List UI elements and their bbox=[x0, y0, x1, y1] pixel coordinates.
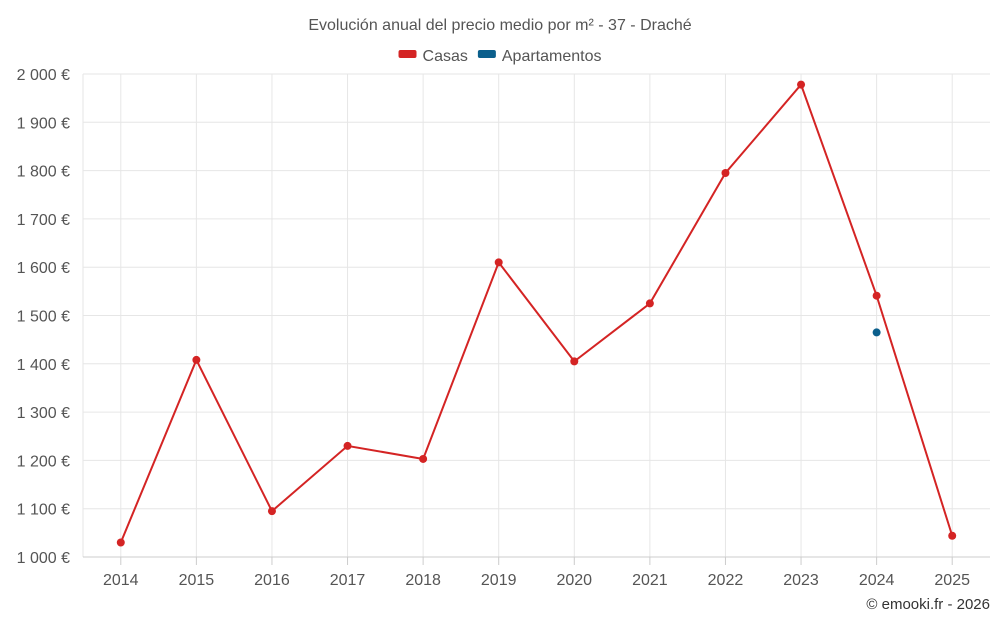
x-tick-label: 2025 bbox=[934, 572, 970, 589]
y-tick-label: 1 500 € bbox=[17, 309, 70, 326]
legend-swatch bbox=[477, 50, 496, 58]
y-tick-label: 1 700 € bbox=[17, 212, 70, 229]
x-tick-label: 2020 bbox=[556, 572, 592, 589]
data-point-casas-2022[interactable] bbox=[721, 169, 730, 178]
legend-label: Casas bbox=[423, 48, 468, 65]
x-tick-label: 2022 bbox=[708, 572, 744, 589]
chart-title: Evolución anual del precio medio por m² … bbox=[308, 17, 691, 34]
axes: 1 000 € 1 100 € 1 200 € 1 300 € 1 400 € 1 500… bbox=[17, 67, 990, 589]
data-point-casas-2015[interactable] bbox=[192, 355, 201, 364]
data-point-casas-2024[interactable] bbox=[872, 291, 881, 300]
y-tick-label: 1 600 € bbox=[17, 260, 70, 277]
y-tick-label: 1 400 € bbox=[17, 357, 70, 374]
x-tick-label: 2024 bbox=[859, 572, 895, 589]
data-point-casas-2016[interactable] bbox=[267, 507, 276, 516]
credit-text: © emooki.fr - 2026 bbox=[866, 596, 990, 613]
legend-swatch bbox=[398, 50, 417, 58]
legend-item-casas[interactable]: Casas bbox=[398, 48, 468, 65]
series bbox=[116, 80, 957, 547]
data-point-casas-2020[interactable] bbox=[570, 357, 579, 366]
x-tick-label: 2016 bbox=[254, 572, 290, 589]
data-point-casas-2018[interactable] bbox=[419, 454, 428, 463]
y-tick-label: 1 300 € bbox=[17, 405, 70, 422]
data-point-casas-2017[interactable] bbox=[343, 441, 352, 450]
x-tick-label: 2023 bbox=[783, 572, 819, 589]
y-tick-label: 1 000 € bbox=[17, 550, 70, 567]
data-point-casas-2021[interactable] bbox=[645, 299, 654, 308]
x-tick-label: 2018 bbox=[405, 572, 441, 589]
y-tick-label: 1 200 € bbox=[17, 453, 70, 470]
grid bbox=[82, 73, 990, 557]
series-line-casas bbox=[119, 82, 954, 543]
y-tick-label: 1 100 € bbox=[17, 502, 70, 519]
legend-item-apartamentos[interactable]: Apartamentos bbox=[477, 48, 602, 65]
legend-label: Apartamentos bbox=[502, 48, 602, 65]
x-tick-label: 2021 bbox=[632, 572, 668, 589]
data-point-apartamentos-2024[interactable] bbox=[872, 328, 881, 337]
x-tick-label: 2015 bbox=[179, 572, 215, 589]
y-tick-label: 1 900 € bbox=[17, 115, 70, 132]
x-tick-label: 2019 bbox=[481, 572, 517, 589]
data-point-casas-2023[interactable] bbox=[797, 80, 806, 89]
data-point-casas-2019[interactable] bbox=[494, 258, 503, 267]
x-tick-label: 2017 bbox=[330, 572, 366, 589]
legend: Casas Apartamentos bbox=[398, 48, 602, 65]
y-tick-label: 1 800 € bbox=[17, 164, 70, 181]
data-point-casas-2025[interactable] bbox=[948, 531, 957, 540]
x-tick-label: 2014 bbox=[103, 572, 139, 589]
y-tick-label: 2 000 € bbox=[17, 67, 70, 84]
data-point-casas-2014[interactable] bbox=[116, 538, 125, 547]
